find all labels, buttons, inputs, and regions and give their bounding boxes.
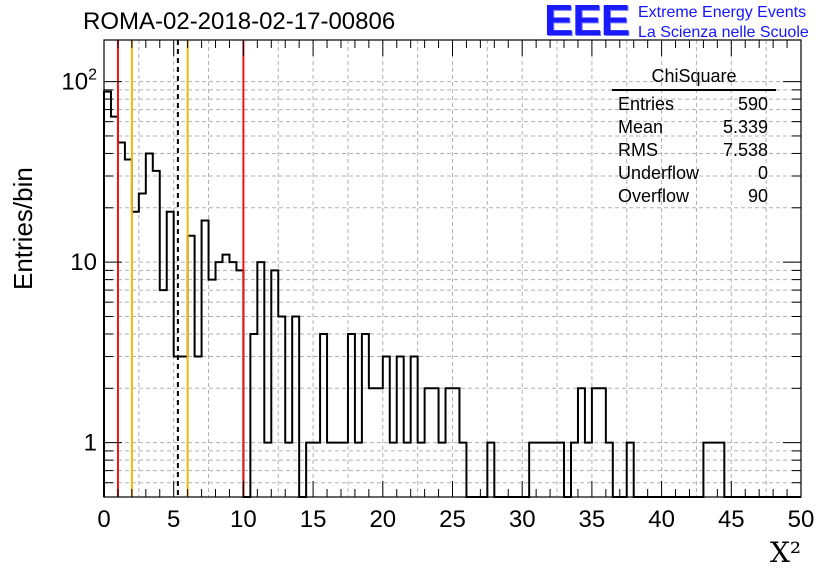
y-tick-label: 102	[61, 67, 97, 96]
x-tick-label: 35	[579, 506, 606, 533]
x-axis-label: X²	[770, 536, 802, 569]
reference-lines	[116, 40, 245, 497]
stats-label: Entries	[618, 94, 675, 114]
histogram-series	[103, 90, 801, 498]
stats-row-underflow: Underflow 0	[612, 162, 776, 185]
stats-label: Mean	[618, 117, 664, 137]
x-tick-label: 10	[230, 506, 257, 533]
stats-value: 5.339	[722, 117, 768, 137]
stats-row-entries: Entries 590	[612, 93, 776, 116]
stats-value: 90	[747, 186, 768, 206]
y-tick-label: 10	[70, 249, 97, 276]
x-tick-label: 30	[509, 506, 536, 533]
stats-row-overflow: Overflow 90	[612, 185, 776, 208]
x-tick-label: 40	[648, 506, 675, 533]
y-tick-label: 1	[84, 430, 97, 457]
x-tick-label: 20	[369, 506, 396, 533]
stats-label: Overflow	[618, 186, 690, 206]
stats-row-rms: RMS 7.538	[612, 139, 776, 162]
x-tick-label: 15	[300, 506, 327, 533]
stats-title: ChiSquare	[612, 66, 776, 91]
eee-logo: EEE Extreme Energy Events La Scienza nel…	[544, 0, 834, 48]
logo-mark: EEE	[544, 0, 630, 45]
axis-ticks	[103, 40, 802, 498]
x-tick-label: 50	[788, 506, 815, 533]
stats-label: RMS	[618, 140, 658, 160]
x-tick-label: 5	[167, 506, 180, 533]
x-tick-label: 25	[439, 506, 466, 533]
logo-line-1: Extreme Energy Events	[638, 4, 807, 21]
x-tick-label: 45	[718, 506, 745, 533]
axis-tick-labels: 0 5 10 15 20 25 30 35 40 45 50 1 10 102	[61, 67, 814, 533]
stats-box: ChiSquare Entries 590 Mean 5.339 RMS 7.5…	[612, 66, 776, 208]
stats-value: 7.538	[722, 140, 768, 160]
stats-label: Underflow	[618, 163, 700, 183]
stats-value: 590	[737, 94, 768, 114]
x-tick-label: 0	[97, 506, 110, 533]
stats-value: 0	[757, 163, 768, 183]
stats-row-mean: Mean 5.339	[612, 116, 776, 139]
logo-line-2: La Scienza nelle Scuole	[638, 24, 809, 41]
chart-title: ROMA-02-2018-02-17-00806	[83, 8, 396, 35]
y-axis-label: Entries/bin	[8, 167, 38, 290]
